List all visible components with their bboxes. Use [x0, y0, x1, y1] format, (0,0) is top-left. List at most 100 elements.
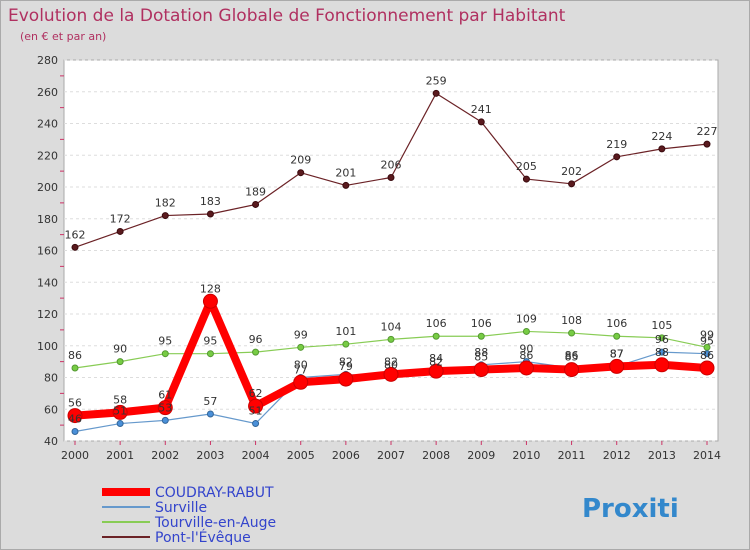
x-tick-label: 2009 — [467, 449, 495, 462]
data-point — [564, 362, 580, 378]
legend-label: Pont-l'Évêque — [155, 529, 251, 546]
data-point — [206, 210, 214, 218]
data-point — [387, 335, 395, 343]
data-label: 84 — [429, 352, 443, 365]
data-point — [387, 173, 395, 181]
data-label: 209 — [290, 154, 311, 167]
data-label: 183 — [200, 195, 221, 208]
data-point — [297, 343, 305, 351]
data-point — [67, 408, 83, 424]
data-label: 96 — [249, 333, 263, 346]
legend-item-2: Tourville-en-Auge — [102, 515, 276, 531]
data-point — [658, 348, 666, 356]
y-tick-label: 220 — [37, 149, 58, 162]
data-label: 80 — [294, 359, 308, 372]
data-label: 62 — [249, 387, 263, 400]
y-tick-label: 80 — [44, 372, 58, 385]
data-label: 101 — [335, 325, 356, 338]
data-point — [568, 180, 576, 188]
x-axis: 2000 2001 2002 2003 2004 2005 2006 2007 2008 2009… — [61, 441, 721, 462]
data-label: 86 — [700, 349, 714, 362]
series-layer — [67, 89, 715, 435]
data-point — [248, 398, 264, 414]
data-point — [342, 340, 350, 348]
data-label: 46 — [68, 412, 82, 425]
data-label: 95 — [203, 335, 217, 348]
y-tick-label: 160 — [37, 245, 58, 258]
x-tick-label: 2013 — [648, 449, 676, 462]
data-label: 86 — [565, 349, 579, 362]
data-point — [252, 420, 260, 428]
y-tick-label: 140 — [37, 276, 58, 289]
data-point — [432, 89, 440, 97]
data-label: 90 — [519, 343, 533, 356]
data-label: 87 — [610, 347, 624, 360]
data-label: 85 — [565, 351, 579, 364]
data-label: 51 — [249, 405, 263, 418]
data-point — [522, 175, 530, 183]
data-point — [116, 227, 124, 235]
y-tick-label: 260 — [37, 86, 58, 99]
data-point — [658, 334, 666, 342]
data-label: 259 — [426, 74, 447, 87]
data-label: 206 — [381, 158, 402, 171]
legend-item-3: Pont-l'Évêque — [102, 529, 251, 546]
x-tick-label: 2012 — [603, 449, 631, 462]
data-point — [609, 358, 625, 374]
y-tick-label: 40 — [44, 435, 58, 448]
y-tick-label: 60 — [44, 403, 58, 416]
data-label: 99 — [294, 328, 308, 341]
x-tick-label: 2002 — [151, 449, 179, 462]
legend-label: COUDRAY-RABUT — [155, 485, 274, 501]
data-label: 80 — [384, 359, 398, 372]
data-label: 82 — [339, 355, 353, 368]
data-point — [202, 293, 218, 309]
data-label: 51 — [113, 405, 127, 418]
data-label: 79 — [339, 360, 353, 373]
data-label: 241 — [471, 103, 492, 116]
data-label: 205 — [516, 160, 537, 173]
data-point — [206, 350, 214, 358]
data-label: 82 — [429, 355, 443, 368]
data-point — [112, 404, 128, 420]
data-point — [161, 350, 169, 358]
data-label: 57 — [203, 395, 217, 408]
series-3 — [71, 89, 711, 251]
data-label: 88 — [474, 346, 488, 359]
legend: COUDRAY-RABUTSurvilleTourville-en-AugePo… — [102, 485, 276, 546]
data-point — [157, 400, 173, 416]
data-label: 172 — [110, 212, 131, 225]
data-label: 104 — [381, 320, 402, 333]
data-point — [71, 243, 79, 251]
data-label: 86 — [68, 349, 82, 362]
data-label: 88 — [655, 346, 669, 359]
data-point — [293, 374, 309, 390]
data-point — [252, 200, 260, 208]
data-label: 182 — [155, 197, 176, 210]
data-point — [518, 360, 534, 376]
x-tick-label: 2004 — [242, 449, 270, 462]
data-point — [161, 212, 169, 220]
legend-item-0: COUDRAY-RABUT — [102, 485, 274, 501]
data-label: 109 — [516, 312, 537, 325]
legend-label: Surville — [155, 500, 207, 516]
x-tick-label: 2003 — [196, 449, 224, 462]
data-label: 53 — [158, 401, 172, 414]
data-label: 106 — [606, 317, 627, 330]
grid-lines — [64, 59, 718, 442]
data-point — [161, 416, 169, 424]
data-point — [699, 360, 715, 376]
data-label: 95 — [158, 335, 172, 348]
data-point — [477, 332, 485, 340]
data-label: 106 — [426, 317, 447, 330]
data-point — [568, 329, 576, 337]
data-label: 108 — [561, 314, 582, 327]
data-point — [116, 358, 124, 366]
data-point — [71, 364, 79, 372]
legend-item-1: Surville — [102, 500, 207, 516]
x-tick-label: 2007 — [377, 449, 405, 462]
legend-label: Tourville-en-Auge — [154, 515, 276, 531]
data-point — [703, 350, 711, 358]
